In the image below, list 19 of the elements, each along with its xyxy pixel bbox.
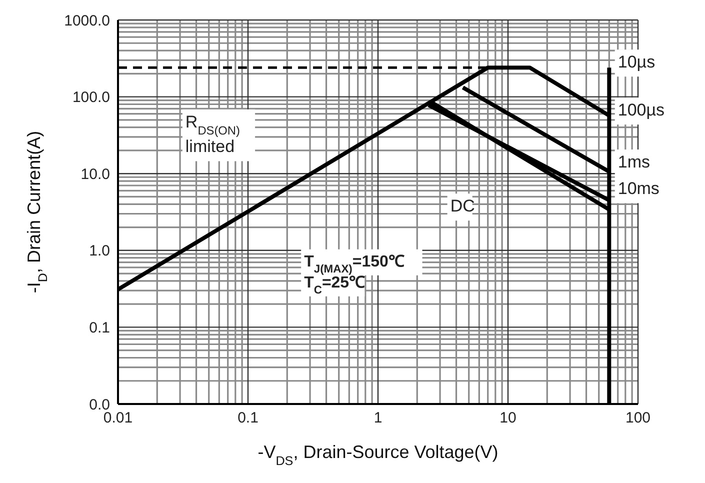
x-tick-label: 10	[500, 410, 516, 427]
annotation: T$_{J(MAX)}$=150℃	[304, 253, 404, 276]
y-tick-label: 10.0	[80, 166, 110, 183]
annotation: 10µs	[618, 52, 656, 72]
y-tick-label: 0.1	[89, 320, 110, 337]
annotation: 100µs	[618, 100, 665, 120]
x-tick-label: 100	[625, 410, 651, 427]
annotation: DC	[450, 196, 475, 216]
annotation: 1ms	[618, 152, 650, 172]
annotation: R$_{DS(ON)}$	[185, 112, 240, 138]
y-tick-label: 1.0	[89, 242, 110, 260]
x-tick-label: 0.1	[238, 410, 258, 427]
annotation: limited	[185, 137, 235, 156]
annotation: T$_{C}$=25℃	[304, 274, 366, 296]
y-tick-label: 100.0	[72, 89, 110, 106]
x-tick-label: 1	[374, 410, 382, 427]
y-tick-label: 1000.0	[64, 12, 110, 30]
annotation: 10ms	[618, 179, 660, 198]
x-axis-title: -V$_{DS}$, Drain-Source Voltage(V)	[258, 442, 498, 468]
